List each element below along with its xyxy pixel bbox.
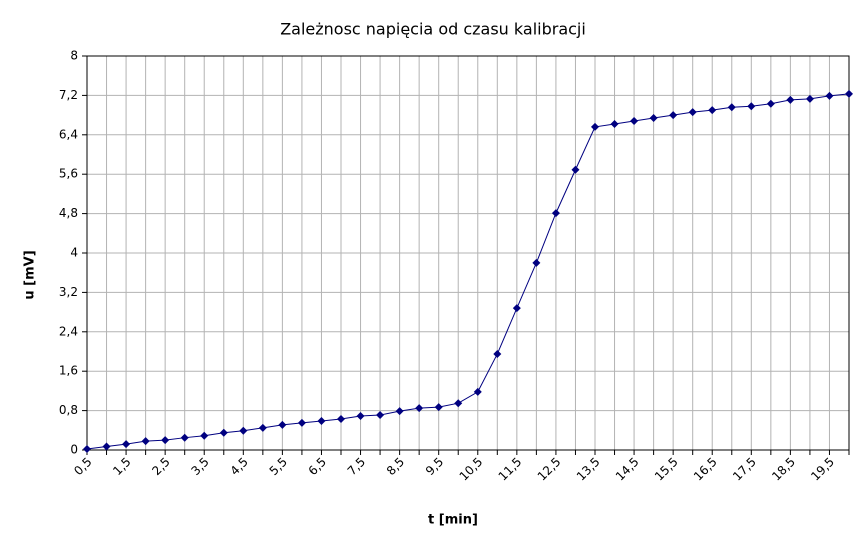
- point: [356, 412, 365, 421]
- point: [473, 387, 482, 396]
- y-tick-label: 0: [70, 443, 78, 457]
- point: [415, 404, 424, 413]
- point: [376, 411, 385, 420]
- point: [845, 89, 853, 98]
- point: [122, 440, 131, 449]
- point: [102, 442, 111, 451]
- point: [200, 431, 209, 440]
- line: [86, 93, 850, 450]
- plot-border: [86, 55, 850, 451]
- chart-title: Zależnosc napięcia od czasu kalibracji: [280, 20, 586, 39]
- point: [219, 428, 228, 437]
- point: [688, 108, 697, 117]
- x-tick-label: 6,5: [306, 455, 329, 478]
- point: [825, 91, 834, 100]
- point: [180, 433, 189, 442]
- point: [610, 119, 619, 128]
- point: [493, 349, 502, 358]
- point: [571, 165, 580, 174]
- point: [239, 426, 248, 435]
- x-tick-label: 17,5: [730, 455, 759, 484]
- point: [317, 416, 326, 425]
- point: [337, 414, 345, 423]
- y-tick-label: 3,2: [59, 285, 78, 299]
- point: [434, 403, 443, 412]
- point: [551, 209, 560, 218]
- x-tick-label: 14,5: [613, 455, 642, 484]
- x-tick-label: 3,5: [188, 455, 211, 478]
- point: [747, 102, 756, 111]
- point: [786, 95, 795, 104]
- x-tick-label: 10,5: [457, 455, 486, 484]
- y-tick-label: 2,4: [59, 324, 78, 338]
- point: [454, 399, 463, 408]
- x-tick-label: 18,5: [769, 455, 798, 484]
- point: [591, 122, 599, 131]
- point: [532, 258, 541, 267]
- point: [278, 420, 287, 429]
- point: [258, 423, 267, 432]
- point: [805, 94, 814, 103]
- point: [161, 436, 170, 445]
- x-tick-label: 5,5: [267, 455, 290, 478]
- point: [512, 304, 521, 313]
- x-tick-label: 12,5: [535, 455, 564, 484]
- point: [395, 407, 404, 416]
- y-tick-label: 1,6: [59, 364, 78, 378]
- x-tick-label: 15,5: [652, 455, 681, 484]
- x-tick-label: 4,5: [228, 455, 251, 478]
- point: [297, 418, 306, 427]
- x-tick-label: 9,5: [423, 455, 446, 478]
- point: [669, 111, 678, 120]
- x-tick-label: 11,5: [496, 455, 525, 484]
- x-tick-label: 16,5: [691, 455, 720, 484]
- point: [141, 437, 150, 446]
- x-tick-label: 19,5: [808, 455, 837, 484]
- x-tick-label: 2,5: [149, 455, 172, 478]
- y-tick-label: 5,6: [59, 167, 78, 181]
- x-tick-label: 1,5: [110, 455, 133, 478]
- point: [649, 114, 658, 123]
- y-tick-label: 0,8: [59, 403, 78, 417]
- y-tick-label: 4: [70, 246, 78, 260]
- point: [83, 445, 91, 454]
- point: [630, 117, 639, 126]
- point: [766, 99, 775, 108]
- x-axis-title: t [min]: [428, 513, 478, 528]
- x-tick-label: 8,5: [384, 455, 407, 478]
- x-tick-label: 7,5: [345, 455, 368, 478]
- y-tick-label: 4,8: [59, 206, 78, 220]
- y-tick-label: 8: [70, 49, 78, 63]
- y-axis-title: u [mV]: [23, 250, 38, 299]
- point: [727, 103, 736, 112]
- x-tick-label: 13,5: [574, 455, 603, 484]
- y-tick-label: 6,4: [59, 127, 78, 141]
- point: [708, 106, 717, 115]
- x-tick-label: 0,5: [71, 455, 94, 478]
- y-tick-label: 7,2: [59, 88, 78, 102]
